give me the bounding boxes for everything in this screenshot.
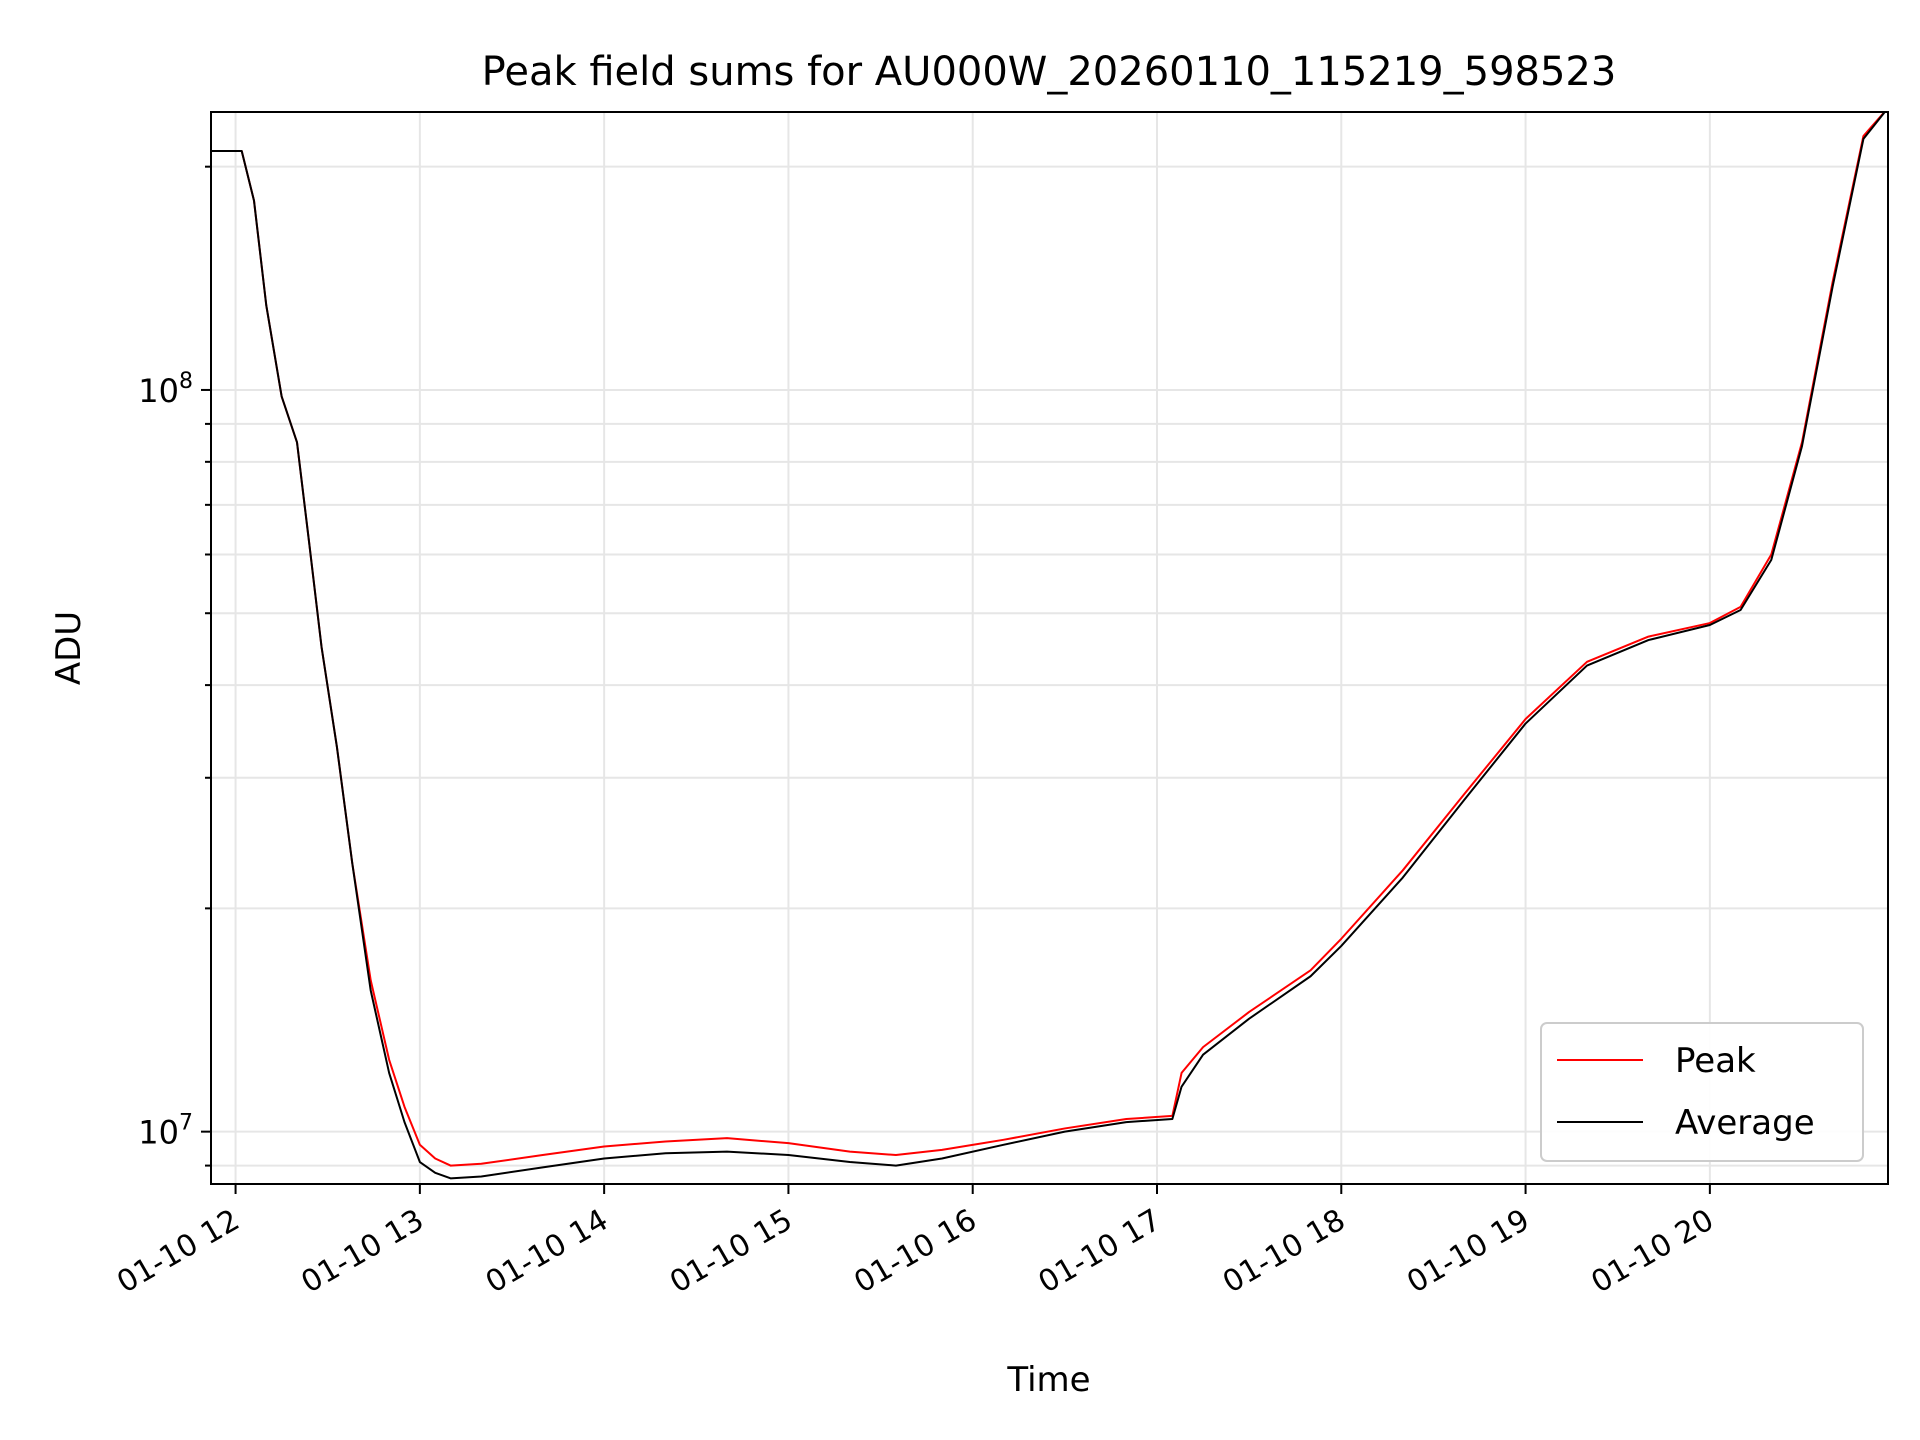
- y-axis-label: ADU: [49, 611, 89, 685]
- grid: [211, 112, 1888, 1184]
- legend-label-peak: Peak: [1675, 1041, 1756, 1081]
- legend: Peak Average: [1540, 1022, 1864, 1162]
- chart-title: Peak field sums for AU000W_20260110_1152…: [482, 49, 1617, 95]
- y-tick-label-exponent: 8: [179, 369, 193, 394]
- x-axis-label: Time: [1006, 1360, 1090, 1400]
- y-tick-label-base: 10: [138, 372, 179, 410]
- y-tick-label: 107: [138, 1111, 193, 1152]
- plot-area: [211, 112, 1888, 1184]
- plot-frame: [210, 111, 1889, 1185]
- y-tick-label-base: 10: [138, 1114, 179, 1152]
- legend-label-average: Average: [1675, 1103, 1815, 1143]
- y-tick-label: 108: [138, 369, 193, 410]
- series-line-average: [211, 112, 1887, 1180]
- legend-box: [1540, 1022, 1864, 1162]
- y-tick-label-exponent: 7: [179, 1111, 193, 1136]
- series-group: [211, 112, 1887, 1180]
